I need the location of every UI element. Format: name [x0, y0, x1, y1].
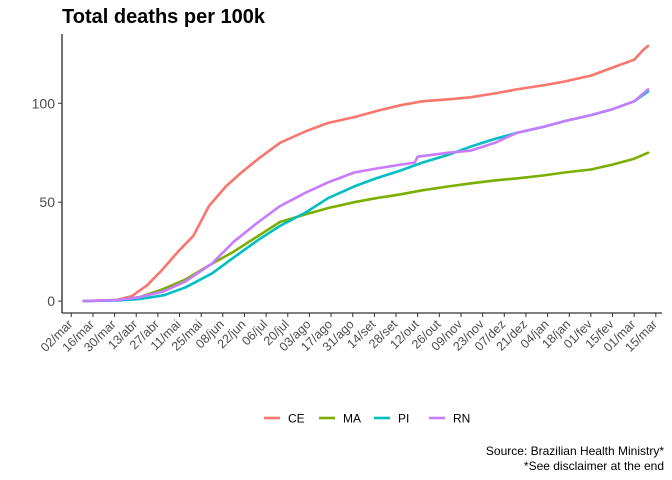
- y-tick-label: 0: [47, 293, 55, 309]
- series-line-ma: [82, 151, 650, 303]
- disclaimer-caption: *See disclaimer at the end: [523, 459, 664, 473]
- series-line-pi: [82, 90, 650, 303]
- legend-label-ma: MA: [343, 412, 361, 426]
- y-tick-label: 50: [39, 194, 55, 210]
- chart-title: Total deaths per 100k: [62, 6, 266, 28]
- legend-label-ce: CE: [288, 412, 305, 426]
- series-lines: [82, 44, 650, 303]
- y-tick-label: 100: [32, 95, 56, 111]
- legend: CE MA PI RN: [264, 412, 470, 426]
- series-line-rn: [82, 88, 650, 303]
- legend-label-pi: PI: [398, 412, 409, 426]
- source-caption: Source: Brazilian Health Ministry*: [485, 444, 664, 458]
- series-line-ce: [82, 44, 650, 303]
- legend-label-rn: RN: [453, 412, 470, 426]
